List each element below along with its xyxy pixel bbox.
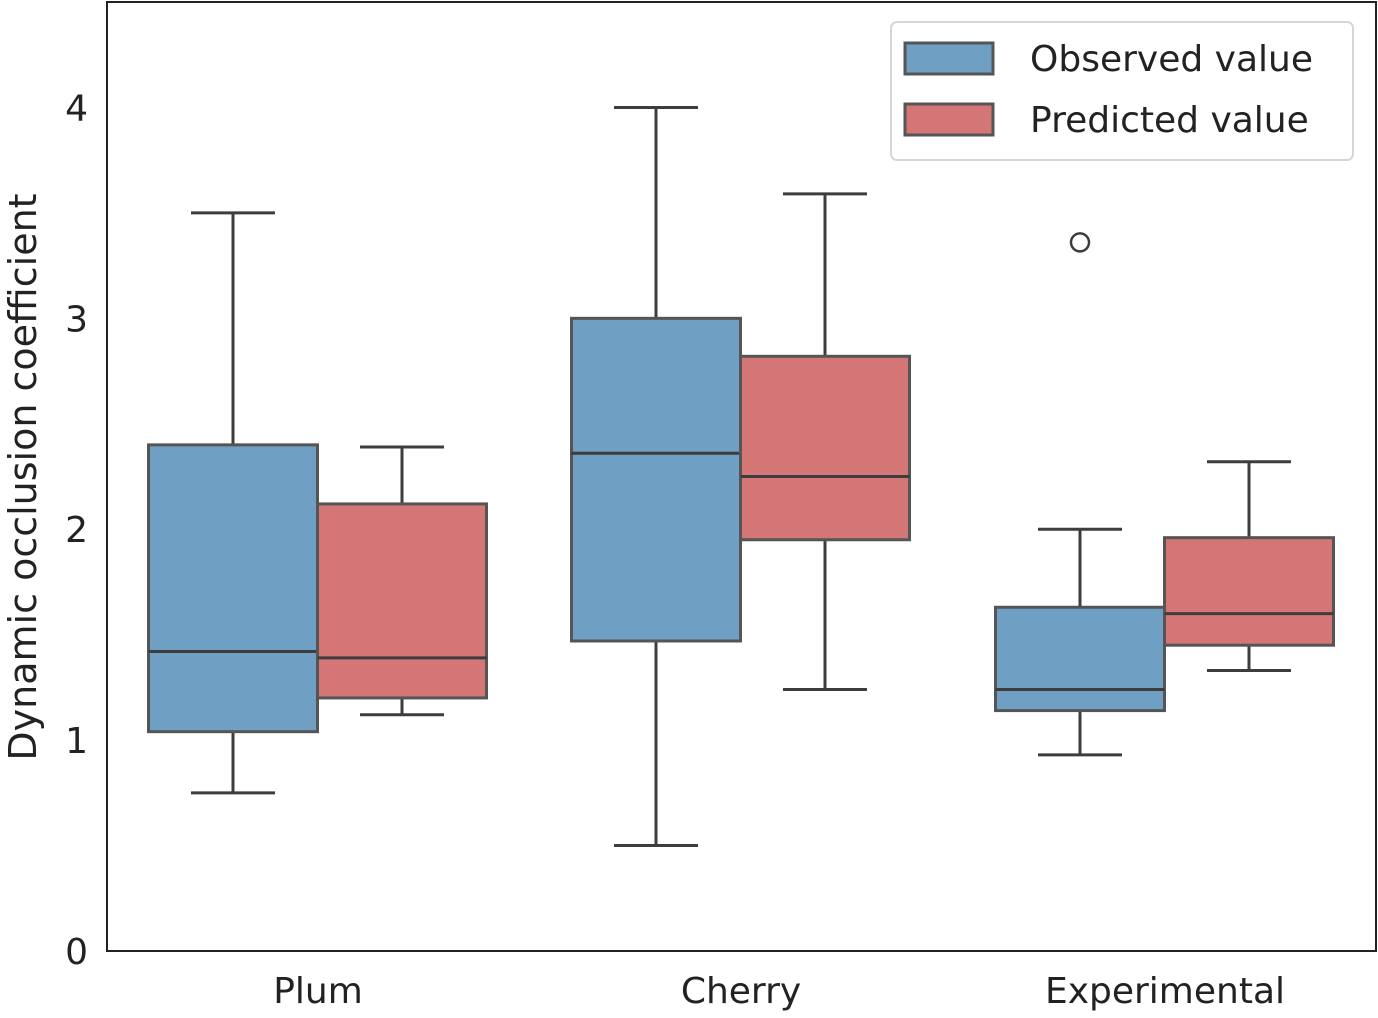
box-observed-experimental — [994, 605, 1166, 713]
y-axis-title: Dynamic occlusion coefficient — [1, 193, 45, 760]
flier-observed-experimental — [1069, 232, 1091, 253]
plot-frame — [106, 1, 1377, 952]
y-tick-label: 1 — [65, 721, 88, 762]
legend-box — [890, 21, 1354, 161]
y-tick-label: 0 — [65, 932, 88, 973]
y-tick-label: 3 — [65, 299, 88, 340]
legend-label-predicted: Predicted value — [1030, 100, 1309, 141]
legend-swatch-predicted — [903, 102, 995, 137]
x-tick-label: Plum — [273, 971, 363, 1012]
box-observed-plum — [147, 443, 319, 734]
legend-swatch-observed — [903, 41, 995, 76]
x-tick-label: Experimental — [1045, 971, 1285, 1012]
y-tick-label: 2 — [65, 510, 88, 551]
box-observed-cherry — [570, 316, 742, 643]
box-predicted-cherry — [739, 354, 911, 542]
y-tick-label: 4 — [65, 88, 88, 129]
x-tick-label: Cherry — [681, 971, 801, 1012]
box-predicted-plum — [316, 502, 488, 700]
plot-area: 0 1 2 3 4 Plum Cherry Experimental Observed valu… — [65, 1, 1377, 1012]
legend-label-observed: Observed value — [1030, 39, 1313, 80]
box-predicted-experimental — [1163, 536, 1335, 647]
